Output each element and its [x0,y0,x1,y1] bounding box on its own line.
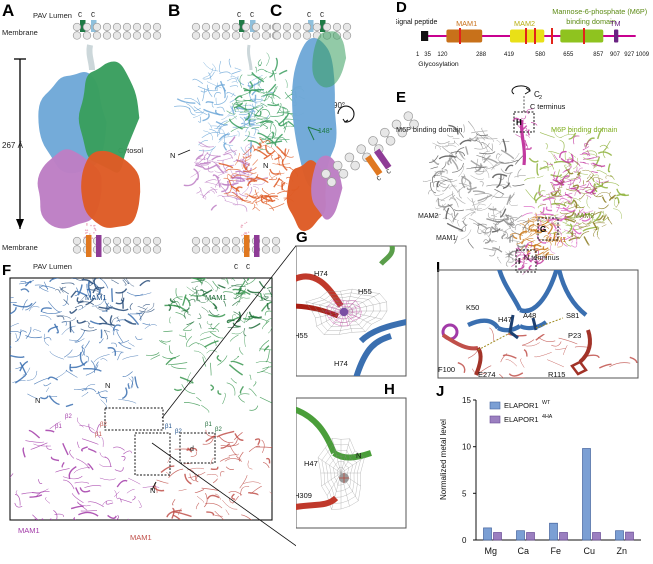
svg-text:MAM1: MAM1 [205,293,227,302]
svg-text:Normalized metal level: Normalized metal level [439,419,448,500]
svg-text:35: 35 [424,52,431,58]
svg-text:H: H [516,118,522,127]
svg-text:N: N [263,161,268,170]
svg-text:MAM1: MAM1 [18,526,40,535]
svg-text:Mg: Mg [485,546,498,556]
svg-text:K50: K50 [466,303,479,312]
svg-text:N: N [150,486,155,495]
svg-text:120: 120 [437,52,448,58]
svg-text:β1: β1 [165,424,172,430]
svg-text:2: 2 [539,95,542,101]
svg-text:B: B [168,1,180,20]
svg-text:N: N [170,151,175,160]
svg-text:1009: 1009 [636,52,650,58]
svg-text:R115: R115 [548,370,565,379]
svg-text:Fe: Fe [551,546,562,556]
svg-text:M6P binding domain: M6P binding domain [551,125,617,134]
svg-text:857: 857 [593,52,604,58]
svg-text:Mannose-6-phosphate (M6P): Mannose-6-phosphate (M6P) [552,7,647,16]
svg-text:MAM2: MAM2 [514,19,535,28]
svg-text:H309: H309 [296,491,312,500]
svg-text:S81: S81 [566,311,579,320]
svg-text:D: D [396,0,407,16]
svg-text:C: C [91,12,95,20]
svg-text:H47: H47 [498,315,512,324]
svg-text:Membrane: Membrane [2,28,38,37]
svg-text:C: C [78,12,82,20]
svg-text:C: C [385,168,392,176]
svg-text:1: 1 [416,52,420,58]
svg-text:907: 907 [610,52,621,58]
svg-text:N: N [105,381,110,390]
svg-text:C: C [237,12,241,20]
svg-text:C: C [270,1,282,20]
svg-text:15: 15 [462,396,471,405]
svg-text:d: d [190,446,194,453]
svg-text:N terminus: N terminus [524,253,560,262]
svg-text:419: 419 [504,52,515,58]
svg-text:MAM1: MAM1 [130,533,152,542]
svg-text:0: 0 [462,536,467,545]
svg-text:F100: F100 [438,365,455,374]
svg-text:TM: TM [610,19,621,28]
svg-text:E: E [396,89,406,106]
svg-text:WT: WT [542,400,551,406]
svg-text:A48: A48 [523,311,536,320]
svg-text:β2: β2 [215,427,222,433]
svg-text:288: 288 [476,52,487,58]
svg-text:β2: β2 [65,414,72,420]
svg-text:H74: H74 [314,269,328,278]
svg-text:C terminus: C terminus [530,102,566,111]
svg-text:J: J [436,383,444,400]
svg-text:binding domain: binding domain [566,17,616,26]
svg-text:P23: P23 [568,331,581,340]
svg-text:10: 10 [462,443,471,452]
svg-text:H: H [384,382,395,398]
svg-text:Glycosylation: Glycosylation [418,61,459,68]
svg-text:A: A [2,1,14,20]
svg-text:MAM2: MAM2 [418,213,438,220]
svg-text:H74: H74 [334,359,348,368]
svg-text:927: 927 [624,52,635,58]
svg-text:C: C [307,12,311,20]
svg-text:655: 655 [563,52,574,58]
svg-text:H55: H55 [296,331,308,340]
svg-text:H55: H55 [358,287,372,296]
svg-text:Cu: Cu [584,546,596,556]
svg-text:MAM1: MAM1 [456,19,477,28]
svg-text:N: N [356,451,361,460]
svg-text:5: 5 [462,489,467,498]
svg-text:β2: β2 [175,429,182,435]
svg-text:C: C [320,12,324,20]
svg-text:G: G [296,230,308,246]
svg-text:MAM1: MAM1 [85,293,107,302]
svg-text:β2: β2 [100,422,107,428]
svg-text:MAM2: MAM2 [574,213,594,220]
svg-text:Signal peptide: Signal peptide [396,19,437,26]
svg-text:PAV Lumen: PAV Lumen [33,11,72,20]
svg-text:Zn: Zn [617,546,628,556]
svg-text:C: C [375,175,382,183]
svg-text:580: 580 [535,52,546,58]
svg-text:β1: β1 [205,422,212,428]
svg-text:β1: β1 [55,424,62,430]
svg-text:148°: 148° [318,127,333,135]
svg-text:Ca: Ca [518,546,530,556]
svg-text:ELAPOR1: ELAPOR1 [504,415,539,424]
svg-text:4HA: 4HA [542,414,553,420]
svg-text:ELAPOR1: ELAPOR1 [504,401,539,410]
svg-text:E274: E274 [478,370,496,379]
svg-text:267 Å: 267 Å [2,141,24,150]
svg-text:β1: β1 [95,432,102,438]
svg-text:C: C [250,12,254,20]
svg-text:H47: H47 [304,459,318,468]
svg-text:N: N [35,396,40,405]
